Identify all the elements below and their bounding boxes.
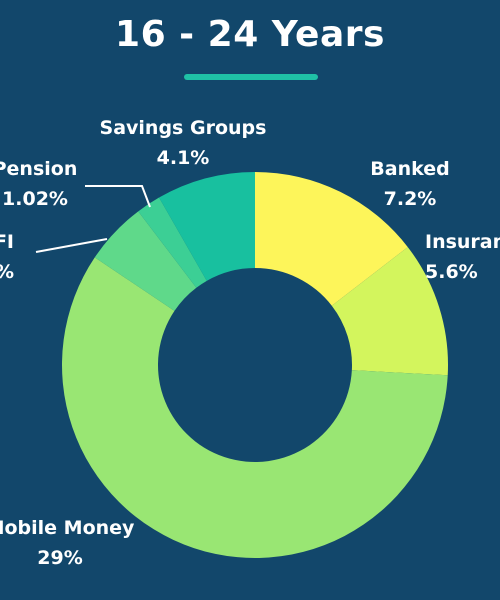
label-value-insurance: 5.6% <box>425 261 478 283</box>
label-mobile-money: Mobile Money 29% <box>0 517 135 569</box>
leader-lines-group <box>35 185 151 253</box>
label-value-mobile-money: 29% <box>37 547 82 569</box>
label-value-mfi: 2.6% <box>0 261 14 283</box>
slice-mobile-money <box>61 257 448 559</box>
label-name-insurance: Insurance <box>425 231 500 253</box>
label-pension: Pension 1.02% <box>0 158 77 210</box>
slice-pension <box>138 197 207 288</box>
chart-title: 16 - 24 Years <box>115 14 385 55</box>
label-name-banked: Banked <box>370 158 449 180</box>
label-mfi: MFI 2.6% <box>0 231 14 283</box>
label-insurance: Insurance 5.6% <box>425 231 500 283</box>
label-name-mfi: MFI <box>0 231 14 253</box>
slice-insurance <box>331 247 448 376</box>
label-value-pension: 1.02% <box>2 188 68 210</box>
slice-mfi <box>94 211 197 311</box>
slices-group <box>61 172 448 559</box>
slice-savings-groups <box>159 172 255 281</box>
label-value-banked: 7.2% <box>384 188 437 210</box>
leader-line-mfi <box>35 238 108 253</box>
label-name-pension: Pension <box>0 158 77 180</box>
label-name-mobile-money: Mobile Money <box>0 517 135 539</box>
leader-line-pension <box>85 185 151 208</box>
labels-group: Banked 7.2% Insurance 5.6% Mobile Money 29% MF… <box>0 117 500 569</box>
label-name-savings-groups: Savings Groups <box>100 117 267 139</box>
title-underline <box>184 74 318 80</box>
label-banked: Banked 7.2% <box>370 158 449 210</box>
label-savings-groups: Savings Groups 4.1% <box>100 117 267 169</box>
slice-banked <box>255 172 408 306</box>
label-value-savings-groups: 4.1% <box>157 147 210 169</box>
